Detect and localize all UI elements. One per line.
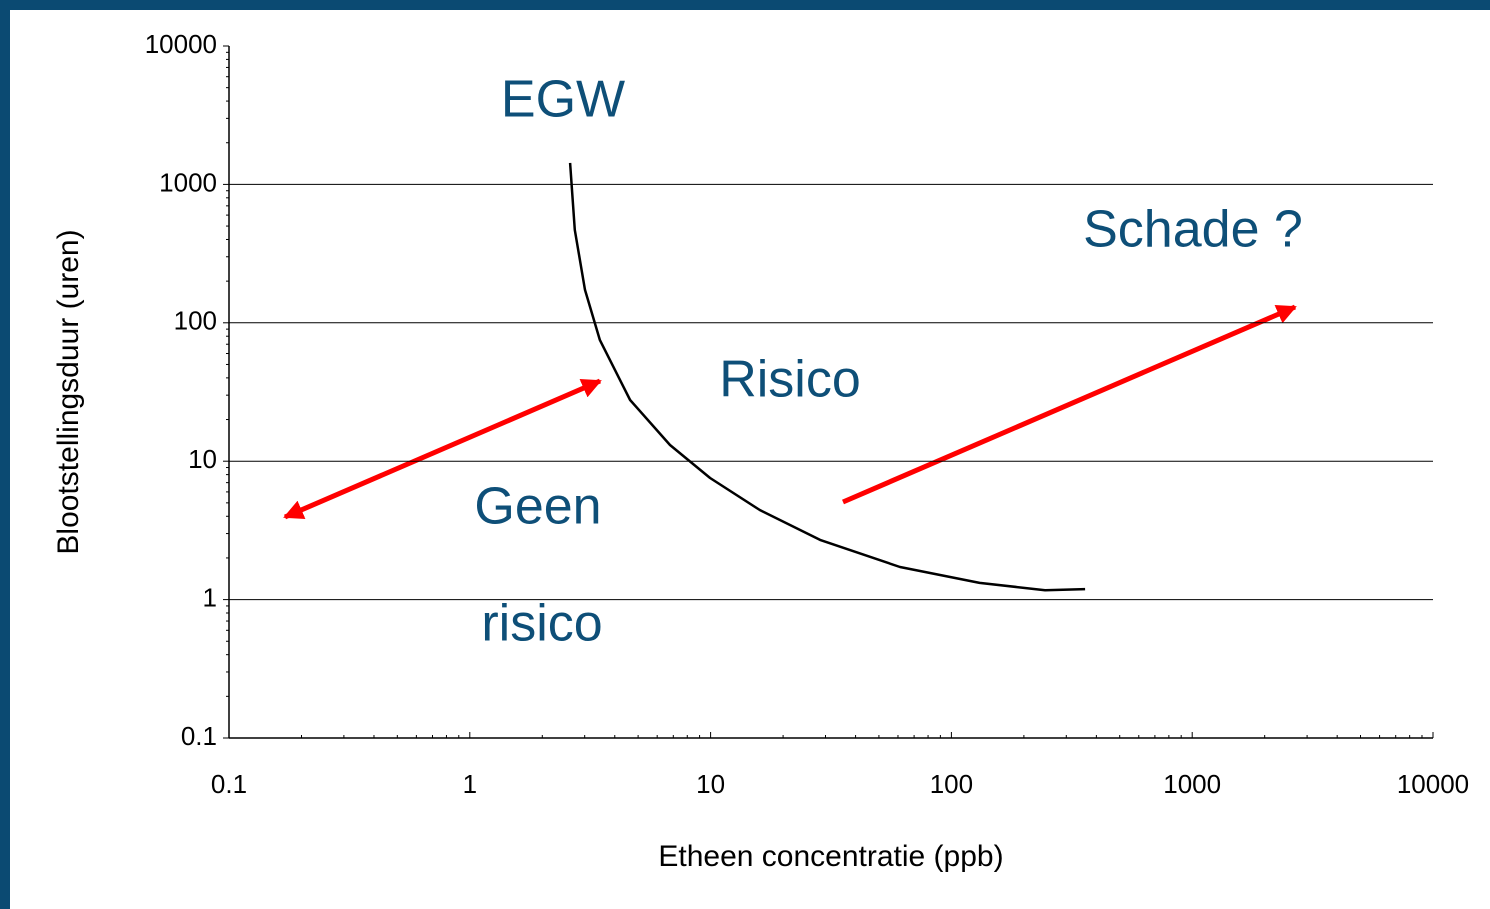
y-tick-label: 1 [203, 582, 217, 612]
x-tick-label: 1000 [1163, 769, 1221, 799]
y-tick-label: 10 [188, 444, 217, 474]
y-tick-label: 100 [174, 306, 217, 336]
y-tick-label: 0.1 [181, 721, 217, 751]
y-tick-label: 10000 [145, 29, 217, 59]
annotation: Geen [474, 478, 601, 536]
x-tick-label: 0.1 [211, 769, 247, 799]
annotation: Risico [719, 351, 861, 409]
x-tick-label: 10000 [1397, 769, 1469, 799]
x-tick-label: 1 [463, 769, 477, 799]
arrow [283, 378, 602, 520]
y-axis-title: Blootstellingsduur (uren) [52, 229, 85, 554]
x-tick-label: 10 [696, 769, 725, 799]
arrow [842, 304, 1297, 505]
background [10, 10, 1490, 909]
x-tick-label: 100 [930, 769, 973, 799]
annotation: Schade ? [1083, 201, 1303, 259]
x-axis-title: Etheen concentratie (ppb) [658, 840, 1003, 873]
curve [568, 162, 1086, 592]
annotation: EGW [501, 71, 625, 129]
annotation: risico [481, 595, 602, 653]
y-tick-label: 1000 [159, 167, 217, 197]
